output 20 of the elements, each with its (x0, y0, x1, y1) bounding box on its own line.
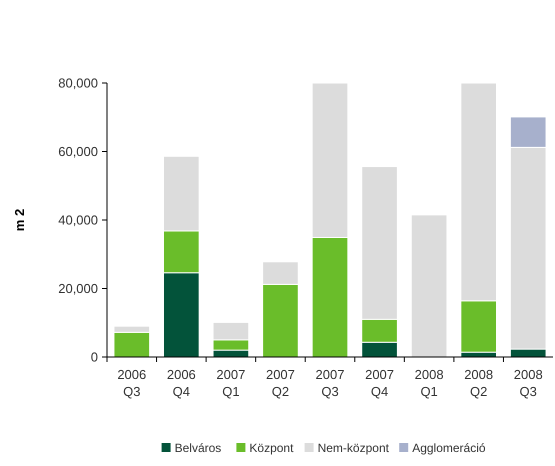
x-tick-label: 2006 Q3 (117, 367, 146, 399)
y-tick-label: 60,000 (58, 144, 98, 160)
x-tick-label: 2008 Q1 (414, 367, 444, 399)
bar (410, 214, 448, 358)
x-tick-label: 2007 Q1 (216, 367, 246, 399)
y-tick-label: 20,000 (58, 281, 98, 296)
x-tick-label: 2008 Q3 (514, 367, 543, 399)
x-tick-label: 2007 Q3 (316, 367, 344, 399)
legend-label: Agglomeráció (412, 441, 486, 455)
y-tick-label: 0 (90, 350, 98, 365)
x-tick-label: 2008 Q2 (464, 367, 494, 399)
y-axis-title: m 2 (12, 208, 27, 232)
y-tick-label: 40,000 (58, 212, 98, 228)
legend-label: Központ (249, 441, 294, 455)
legend-label: Nem-központ (318, 441, 390, 455)
x-tick-label: 2006 Q4 (166, 367, 196, 399)
y-tick-label: 80,000 (58, 76, 98, 91)
legend-label: Belváros (174, 441, 222, 455)
x-tick-label: 2007 Q4 (365, 367, 394, 399)
x-tick-label: 2007 Q2 (266, 367, 295, 399)
